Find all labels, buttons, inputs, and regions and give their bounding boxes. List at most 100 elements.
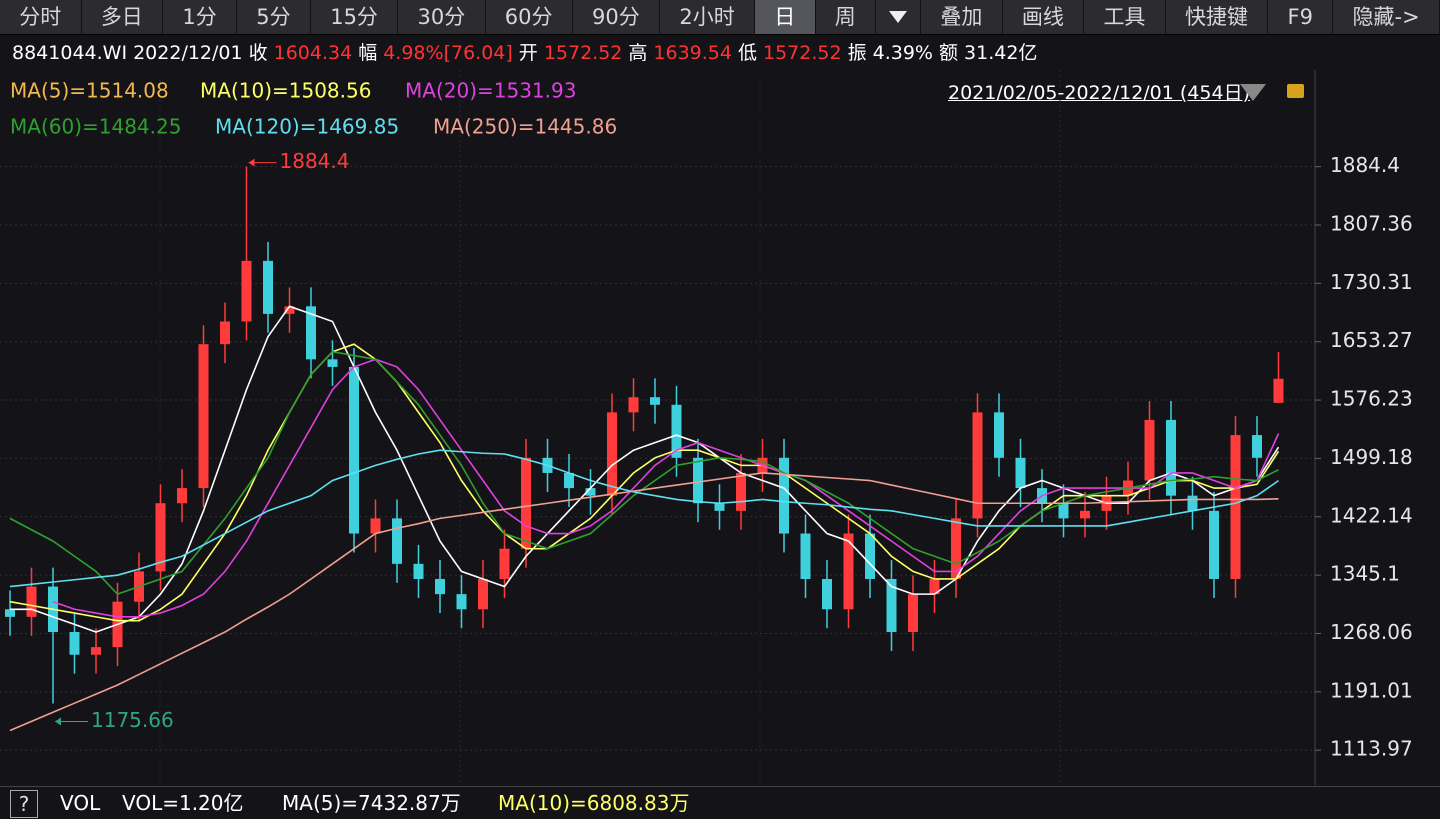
candle-body: [5, 609, 15, 617]
candle-body: [370, 518, 381, 534]
candle-body: [327, 359, 338, 367]
candle-body: [1187, 495, 1198, 511]
candle-body: [800, 533, 811, 579]
quote-field: 1572.52: [763, 42, 842, 64]
y-tick-label: 1807.36: [1330, 211, 1413, 235]
candle-body: [714, 503, 725, 511]
candle-body: [1273, 378, 1284, 403]
quote-field: 8841044.WI 2022/12/01: [12, 42, 243, 64]
quote-field: 幅: [358, 42, 378, 64]
candle-body: [951, 518, 961, 579]
candle-body: [284, 306, 295, 314]
toolbar: 分时 多日 1分 5分 15分 30分 60分 90分 2小时日周 叠加 画线 工具 快捷键 F9 隐藏->: [0, 0, 1440, 35]
candle-body: [865, 533, 875, 579]
toolbar-tab[interactable]: F9: [1268, 0, 1334, 34]
y-tick-label: 1576.23: [1330, 387, 1413, 411]
ma-line: [9, 343, 1280, 622]
candle-body: [929, 578, 940, 595]
candle-body: [198, 344, 209, 489]
candle-body: [650, 397, 660, 405]
candle-body: [69, 632, 80, 655]
legend-entry: MA(120)=1469.85: [215, 115, 399, 139]
toolbar-tab[interactable]: 5分: [237, 0, 311, 34]
candle-body: [220, 321, 230, 345]
quote-field: 1572.52: [543, 42, 623, 64]
toolbar-tab[interactable]: 隐藏->: [1333, 0, 1440, 34]
candle-body: [306, 306, 316, 360]
candle-body: [843, 533, 854, 610]
quote-field: 低: [737, 42, 757, 64]
toolbar-tab[interactable]: 画线: [1003, 0, 1085, 34]
quote-info: 8841044.WI 2022/12/01 收 1604.34 幅 4.98%[76.0…: [12, 38, 1043, 68]
candle-body: [1166, 419, 1176, 496]
candle-body: [241, 260, 252, 322]
candle-body: [392, 518, 402, 564]
toolbar-tab[interactable]: 叠加: [921, 0, 1003, 34]
candle-body: [263, 260, 273, 314]
toolbar-tab[interactable]: 1分: [163, 0, 238, 34]
quote-field: 收: [248, 42, 268, 64]
toolbar-tab[interactable]: 2小时: [660, 0, 755, 34]
toolbar-tab[interactable]: 周: [816, 0, 877, 34]
quote-field: 额 31.42亿: [938, 42, 1038, 64]
vol-label: VOL: [60, 791, 101, 815]
candle-body: [1080, 510, 1090, 519]
legend-entry: MA(10)=1508.56: [200, 79, 371, 103]
ma-line: [9, 350, 1279, 596]
help-button[interactable]: ?: [10, 790, 38, 818]
candle-body: [994, 412, 1004, 458]
candle-body: [26, 586, 37, 617]
vol-ma10: MA(10)=6808.83万: [498, 791, 690, 815]
date-range[interactable]: 2021/02/05-2022/12/01 (454日): [947, 82, 1250, 104]
legend-entry: MA(250)=1445.86: [433, 115, 617, 139]
chart: 1884.4 1807.36 1730.31 1653.27 1576.23 1499.1…: [0, 70, 1413, 785]
legend-entry: MA(20)=1531.93: [405, 79, 576, 103]
candle-body: [1058, 503, 1069, 519]
quote-field: 开: [518, 42, 538, 64]
candle-body: [1209, 510, 1219, 579]
dropdown-icon[interactable]: [876, 0, 922, 34]
candle-body: [155, 503, 166, 572]
legend-entry: MA(5)=1514.08: [10, 79, 169, 103]
candle-body: [1252, 435, 1262, 458]
toolbar-tab[interactable]: 快捷键: [1166, 0, 1269, 34]
toolbar-tab[interactable]: 工具: [1084, 0, 1166, 34]
quote-field: 振 4.39%: [847, 42, 933, 64]
legend-entry: MA(60)=1484.25: [10, 115, 181, 139]
candle-body: [908, 594, 918, 633]
candle-body: [972, 412, 983, 519]
candle-body: [607, 412, 617, 496]
candle-body: [478, 578, 488, 610]
candle-body: [585, 488, 596, 496]
candle-body: [779, 457, 789, 534]
candle-body: [91, 647, 101, 655]
vol-value: VOL=1.20亿: [122, 791, 244, 815]
toolbar-tab[interactable]: 日: [754, 0, 816, 34]
y-tick-label: 1345.1: [1330, 562, 1400, 586]
toolbar-tab[interactable]: 分时: [0, 0, 82, 34]
toolbar-tab[interactable]: 30分: [398, 0, 486, 34]
vol-ma5: MA(5)=7432.87万: [282, 791, 461, 815]
high-marker-label: 1884.4: [280, 149, 350, 173]
low-marker-label: 1175.66: [91, 708, 174, 732]
ma-line: [52, 358, 1280, 618]
candle-body: [499, 548, 510, 579]
toolbar-tab[interactable]: 15分: [311, 0, 399, 34]
candle-body: [1015, 457, 1026, 489]
y-tick-label: 1730.31: [1330, 270, 1413, 294]
candle-body: [736, 472, 746, 511]
toolbar-tab[interactable]: 多日: [82, 0, 164, 34]
y-tick-label: 1499.18: [1330, 445, 1413, 469]
candle-body: [628, 397, 639, 413]
lock-icon[interactable]: [1287, 84, 1304, 98]
candle-body: [456, 594, 467, 610]
candle-body: [1230, 435, 1241, 579]
y-tick-label: 1191.01: [1330, 678, 1413, 702]
toolbar-tab[interactable]: 60分: [486, 0, 573, 34]
volume-bar: ? VOL VOL=1.20亿 MA(5)=7432.87万 MA(10)=68…: [0, 786, 1440, 819]
candle-body: [693, 457, 703, 504]
range-dropdown-icon[interactable]: [1240, 84, 1266, 101]
candle-body: [349, 366, 359, 534]
ma-line: [10, 305, 1280, 633]
toolbar-tab[interactable]: 90分: [573, 0, 661, 34]
